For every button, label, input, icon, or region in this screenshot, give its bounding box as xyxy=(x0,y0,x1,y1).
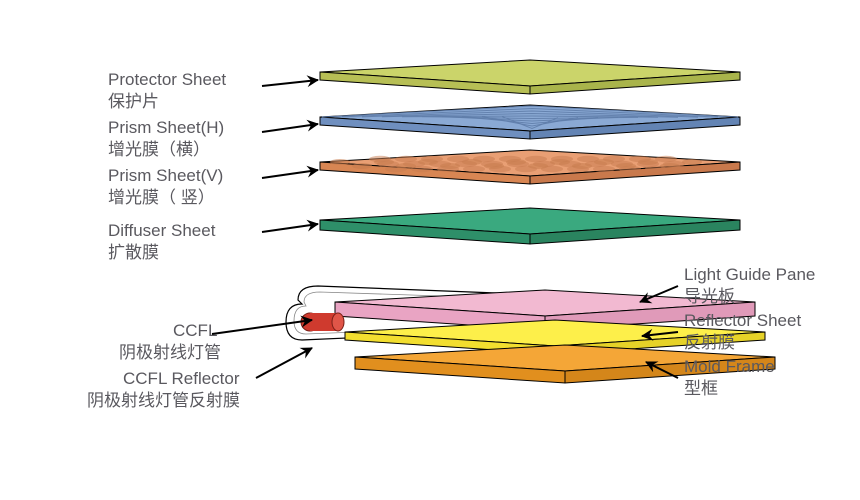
layer-prism-v xyxy=(320,150,740,184)
arrow-protector xyxy=(262,80,318,86)
label-moldframe-cn: 型框 xyxy=(684,379,718,398)
label-lightguide-cn: 导光板 xyxy=(684,287,735,306)
label-moldframe-en: Mold Frame xyxy=(684,357,775,376)
label-prism-v-en: Prism Sheet(V) xyxy=(108,166,223,185)
label-diffuser-en: Diffuser Sheet xyxy=(108,221,216,240)
arrow-ccfl-reflector xyxy=(256,348,312,378)
label-diffuser-cn: 扩散膜 xyxy=(108,243,159,262)
label-ccfl-reflector-en: CCFL Reflector xyxy=(123,369,240,388)
arrow-prism-v xyxy=(262,170,318,178)
label-prism-v-cn: 增光膜（ 竖） xyxy=(108,188,215,207)
label-reflector-en: Reflector Sheet xyxy=(684,311,801,330)
arrow-prism-h xyxy=(262,124,318,132)
label-prism-h-cn: 增光膜（横） xyxy=(108,140,210,159)
layer-diffuser xyxy=(320,208,740,244)
label-protector-en: Protector Sheet xyxy=(108,70,226,89)
label-ccfl-cn: 阴极射线灯管 xyxy=(119,343,221,362)
arrow-diffuser xyxy=(262,224,318,232)
label-lightguide-en: Light Guide Pane xyxy=(684,265,815,284)
ccfl-tube xyxy=(301,313,344,331)
layer-protector xyxy=(320,60,740,94)
label-prism-h-en: Prism Sheet(H) xyxy=(108,118,224,137)
label-protector-cn: 保护片 xyxy=(108,92,159,111)
layer-prism-h xyxy=(320,105,740,139)
label-ccfl-reflector-cn: 阴极射线灯管反射膜 xyxy=(87,391,240,410)
label-ccfl-en: CCFL xyxy=(173,321,217,340)
label-reflector-cn: 反射膜 xyxy=(684,333,735,352)
